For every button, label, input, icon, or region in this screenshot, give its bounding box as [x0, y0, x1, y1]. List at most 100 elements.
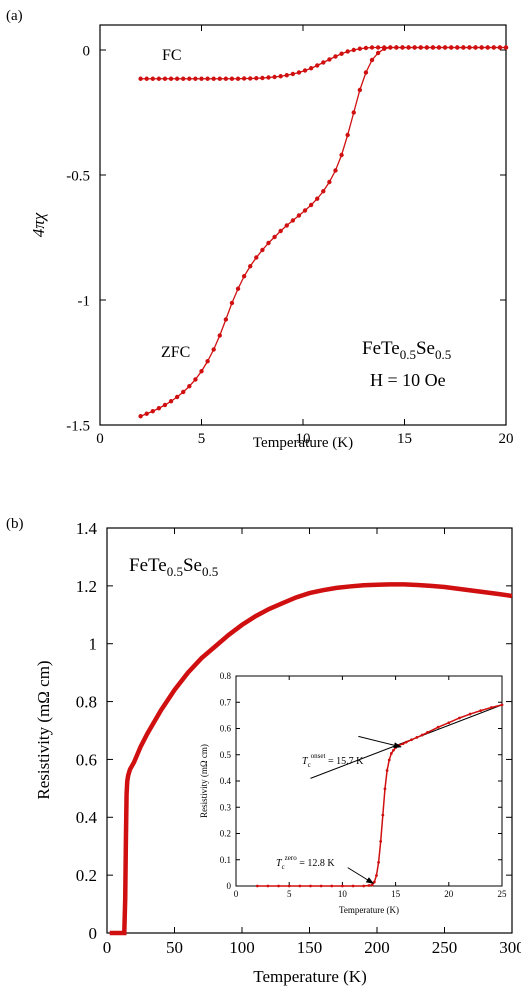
formula-a-sub2: 0.5: [435, 347, 451, 362]
data-point: [290, 218, 296, 223]
data-point: [375, 45, 381, 50]
data-point: [223, 317, 229, 322]
x-tick-label: 5: [287, 889, 292, 899]
y-tick-label: 0.6: [220, 724, 232, 734]
x-tick-label: 250: [432, 938, 458, 957]
tc-onset-symbol: T: [302, 756, 309, 767]
y-tick-label: 1.4: [76, 519, 98, 538]
data-point: [193, 76, 198, 81]
y-tick-label: 0.8: [220, 671, 232, 681]
y-tick-label: -0.5: [66, 168, 90, 184]
y-tick-label: 0.3: [220, 802, 232, 812]
data-point: [503, 45, 509, 50]
data-point: [415, 736, 419, 739]
y-tick-label: 1: [89, 635, 98, 654]
data-point: [254, 255, 259, 260]
tc-onset-sub: c: [308, 761, 311, 769]
y-tick-label: -1: [78, 293, 91, 309]
x-tick-label: 10: [296, 431, 311, 447]
data-point: [420, 733, 424, 737]
data-point: [296, 70, 302, 75]
data-point: [369, 57, 375, 63]
data-point: [392, 748, 395, 752]
field-annotation: H = 10 Oe: [370, 370, 446, 390]
data-point: [266, 884, 270, 888]
panel-b: (b) 0 50 100 150 200 250 30000.20.40.60.811.21…: [6, 516, 521, 986]
data-point: [211, 347, 216, 352]
data-point: [205, 76, 210, 81]
data-point: [199, 369, 204, 374]
data-point: [217, 333, 222, 338]
x-tick-label: 5: [198, 431, 206, 447]
tc-onset-value: = 15.7 K: [325, 756, 364, 767]
data-point: [138, 76, 143, 81]
data-point: [339, 51, 344, 56]
data-point: [345, 49, 350, 54]
fc-annotation: FC: [162, 47, 182, 64]
data-point: [351, 47, 356, 53]
data-point: [461, 45, 466, 50]
data-point: [174, 394, 180, 400]
data-point: [302, 68, 308, 73]
y-tick-label: 0.4: [220, 776, 232, 786]
inset-ylabel: Resistivity (mΩ cm): [199, 744, 209, 818]
data-point: [485, 45, 490, 50]
data-point: [385, 769, 389, 772]
data-point: [369, 45, 375, 50]
data-point: [181, 76, 186, 81]
inset-series: [255, 703, 504, 888]
data-point: [500, 703, 504, 707]
x-tick-label: 25: [498, 889, 508, 899]
data-point: [248, 264, 253, 269]
data-point: [298, 884, 302, 888]
y-tick-label: 0.4: [76, 808, 98, 827]
panel-b-ylabel: Resistivity (mΩ cm): [34, 660, 53, 799]
inset-frame: [235, 675, 503, 887]
data-point: [357, 87, 363, 93]
data-point: [489, 706, 493, 709]
data-point: [377, 860, 380, 864]
data-point: [162, 76, 168, 81]
data-point: [168, 76, 174, 81]
data-point: [284, 223, 289, 228]
data-point: [394, 746, 397, 750]
data-point: [406, 45, 411, 50]
x-tick-label: 0: [234, 889, 239, 899]
data-point: [362, 884, 366, 888]
x-tick-label: 10: [338, 889, 348, 899]
data-point: [319, 884, 323, 888]
data-point: [442, 45, 448, 50]
x-tick-label: 15: [391, 889, 401, 899]
tc-zero-annotation: Tczero = 12.8 K: [276, 854, 335, 871]
data-point: [278, 74, 283, 79]
tc-onset-arrow: [358, 735, 402, 749]
data-point: [479, 709, 483, 713]
y-tick-label: 0.7: [220, 697, 232, 707]
data-point: [351, 884, 355, 888]
data-point: [217, 76, 222, 81]
series-line: [257, 704, 503, 887]
y-tick-label: 0.2: [76, 866, 97, 885]
data-point: [345, 132, 350, 138]
data-point: [424, 45, 430, 50]
y-tick-label: 0: [83, 43, 91, 59]
panel-a-ylabel: 4πχ: [29, 212, 48, 237]
data-point: [211, 76, 216, 81]
inset-xlabel: Temperature (K): [339, 905, 399, 915]
data-point: [266, 240, 271, 246]
formula-a-base1: FeTe: [362, 338, 400, 359]
tc-onset-annotation: Tconset = 15.7 K: [302, 752, 364, 769]
data-point: [272, 234, 277, 240]
data-point: [205, 359, 210, 364]
panel-a: (a) 0 5 10 15 200-0.5-1-1.5 Temperature (K) …: [6, 8, 514, 451]
panel-a-sample-formula: FeTe0.5Se0.5: [362, 338, 451, 362]
formula-b-base2: Se: [183, 555, 202, 576]
data-point: [400, 45, 405, 50]
data-point: [426, 731, 429, 734]
data-point: [174, 76, 180, 81]
x-tick-label: 50: [166, 938, 183, 957]
y-tick-label: 1.2: [76, 577, 97, 596]
inset-ticks: 0 5 10 15 20 25 0 0.1 0.2 0.3 0.4 0.5 0.6 0.7 0.8: [220, 671, 507, 899]
data-point: [235, 76, 241, 81]
